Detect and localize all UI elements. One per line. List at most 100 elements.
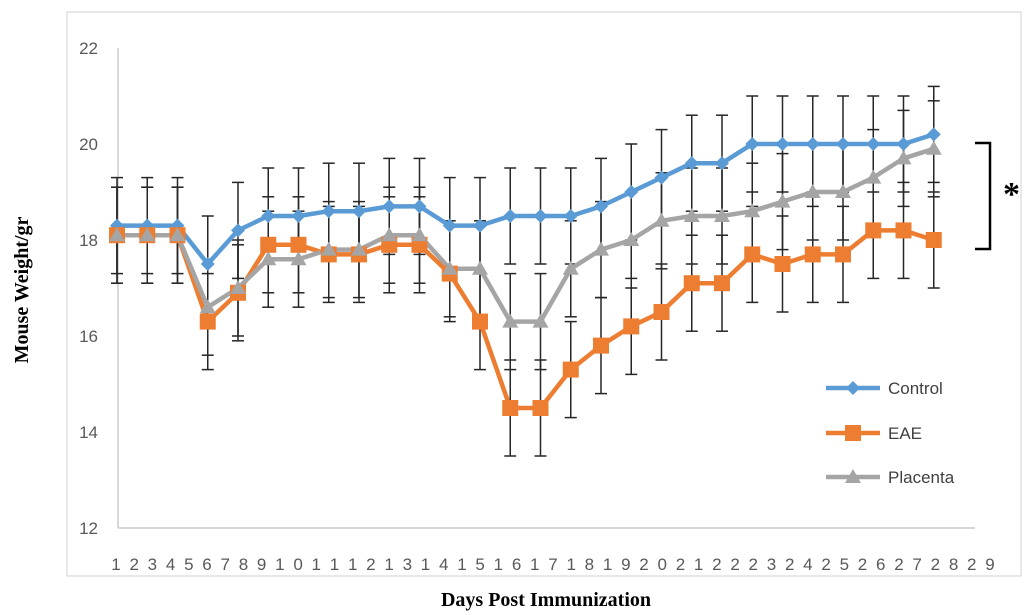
data-point-control [775, 137, 790, 151]
x-tick-label: 7 [548, 555, 557, 574]
data-point-eae [744, 246, 761, 263]
data-point-control [442, 218, 457, 233]
data-point-eae [472, 313, 488, 330]
y-tick-labels: 12 14 16 18 20 22 [79, 39, 98, 538]
data-point-control [805, 137, 820, 151]
data-point-control [563, 209, 578, 223]
data-point-control [473, 218, 487, 233]
x-tick-label: 8 [585, 555, 594, 574]
data-point-placenta [472, 260, 488, 275]
y-axis-title: Mouse Weight/gr [11, 216, 33, 363]
legend-label: Control [888, 379, 943, 398]
series-line-eae [117, 228, 935, 411]
x-tick-label: 6 [512, 555, 521, 574]
data-point-placenta [411, 227, 428, 242]
data-point-eae [593, 337, 609, 354]
data-point-placenta [199, 299, 216, 314]
data-point-eae [562, 361, 579, 378]
data-point-control [836, 137, 850, 151]
data-point-placenta [351, 241, 367, 256]
x-tick-label: 7 [221, 555, 230, 574]
x-tick-label: 5 [184, 555, 193, 574]
x-tick-label: 4 [803, 555, 812, 574]
data-point-eae [260, 236, 277, 253]
data-point-placenta [290, 251, 307, 266]
x-tick-label: 1 [457, 555, 466, 574]
data-point-placenta [320, 241, 337, 256]
x-tick-label: 2 [676, 555, 685, 574]
data-point-control [594, 199, 608, 214]
data-point-placenta [895, 150, 912, 165]
x-tick-label: 1 [603, 555, 612, 574]
x-tick-label: 2 [639, 555, 648, 574]
y-tick-label: 20 [79, 135, 98, 154]
legend-entry-eae: EAE [826, 424, 922, 443]
x-tick-label: 2 [858, 555, 867, 574]
data-point-eae [532, 400, 549, 416]
data-point-placenta [441, 260, 458, 275]
x-tick-label: 1 [494, 555, 503, 574]
data-point-control [926, 127, 941, 142]
data-point-control [200, 257, 215, 271]
data-point-control [896, 137, 911, 151]
x-tick-label: 5 [475, 555, 484, 574]
data-point-control [503, 209, 518, 223]
x-tick-label: 1 [530, 555, 539, 574]
y-tick-label: 14 [79, 423, 98, 442]
x-tick-label: 2 [730, 555, 739, 574]
x-tick-label: 1 [566, 555, 575, 574]
y-tick-label: 22 [79, 39, 98, 58]
series-line-control [117, 132, 935, 267]
series-line-placenta [117, 146, 935, 324]
data-point-placenta [502, 313, 519, 328]
x-tick-label: 1 [694, 555, 703, 574]
x-tick-label: 3 [148, 555, 157, 574]
data-point-placenta [230, 280, 246, 294]
data-point-eae [290, 236, 307, 253]
data-point-control [715, 156, 729, 171]
x-tick-label: 2 [894, 555, 903, 574]
data-point-placenta [714, 208, 730, 222]
x-axis-title: Days Post Immunization [441, 589, 651, 611]
data-point-placenta [683, 208, 700, 222]
data-point-placenta [593, 241, 609, 256]
x-tick-label: 2 [967, 555, 976, 574]
data-point-control [352, 204, 366, 219]
data-point-control [412, 199, 427, 214]
data-point-eae [623, 318, 640, 335]
legend-entry-placenta: Placenta [826, 468, 955, 487]
legend-label: EAE [888, 424, 922, 443]
x-tick-label: 1 [384, 555, 393, 574]
data-point-control [291, 209, 306, 223]
significance-annotation: * [975, 141, 1020, 251]
x-tick-label: 2 [749, 555, 758, 574]
x-tick-label: 1 [312, 555, 321, 574]
data-point-placenta [260, 251, 277, 266]
data-point-eae [925, 232, 942, 248]
legend-marker [846, 381, 860, 395]
data-point-control [231, 223, 245, 238]
data-point-eae [683, 275, 700, 292]
x-tick-label: 1 [421, 555, 430, 574]
data-point-control [321, 204, 336, 219]
legend-label: Placenta [888, 468, 955, 487]
data-point-eae [895, 222, 912, 239]
data-point-placenta [381, 227, 398, 242]
data-point-placenta [109, 227, 125, 242]
data-point-eae [502, 400, 519, 416]
x-tick-label: 9 [621, 555, 630, 574]
data-point-eae [714, 275, 730, 292]
data-point-placenta [925, 140, 942, 155]
legend-entry-control: Control [826, 379, 943, 398]
x-tick-label: 2 [129, 555, 138, 574]
x-tick-label: 0 [658, 555, 667, 574]
x-tick-label: 2 [785, 555, 794, 574]
significance-bracket [975, 141, 992, 251]
x-tick-label: 6 [202, 555, 211, 574]
x-tick-label: 1 [330, 555, 339, 574]
legend-marker [845, 425, 861, 441]
data-point-placenta [532, 313, 549, 328]
x-tick-label: 4 [166, 555, 175, 574]
